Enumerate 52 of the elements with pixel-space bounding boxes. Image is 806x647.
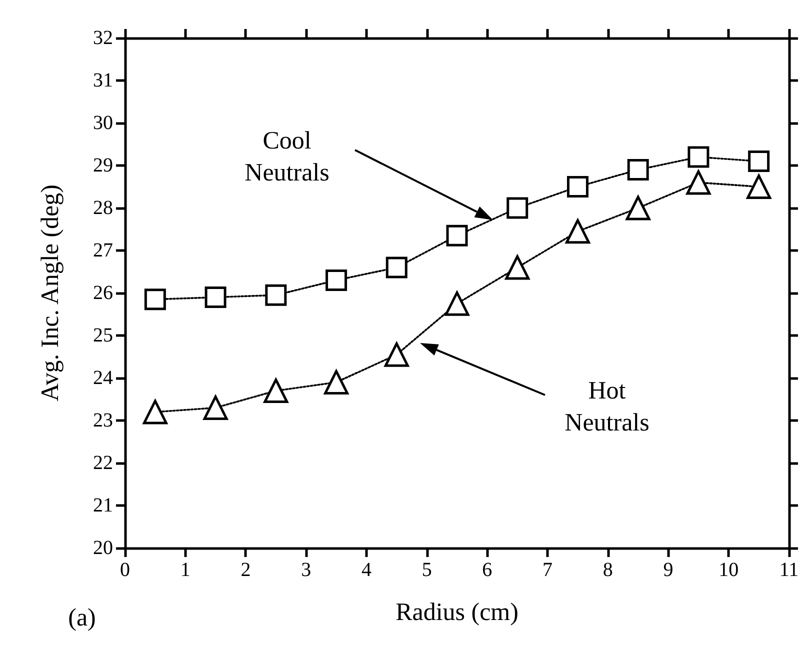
- point: [326, 270, 348, 291]
- x-tick-label: 7: [542, 559, 553, 581]
- point: [204, 286, 226, 308]
- y-tick-label: 25: [93, 324, 113, 346]
- point: [446, 224, 468, 246]
- x-tick-label: 2: [240, 559, 251, 581]
- point: [748, 150, 770, 172]
- y-tick-label: 20: [93, 537, 113, 559]
- point: [384, 342, 409, 367]
- point: [627, 159, 649, 180]
- x-tick-label: 1: [180, 559, 190, 581]
- point: [264, 378, 288, 403]
- point: [566, 176, 588, 198]
- y-tick-label: 28: [93, 197, 113, 219]
- y-tick-label: 30: [93, 112, 113, 134]
- y-tick-label: 31: [93, 70, 113, 92]
- x-tick-label: 3: [301, 559, 312, 581]
- annotation: Cool Neutrals: [244, 128, 330, 186]
- y-tick-label: 24: [93, 367, 113, 389]
- point: [142, 400, 168, 424]
- y-tick-label: 27: [93, 240, 113, 262]
- point: [686, 170, 711, 195]
- x-tick-label: 9: [663, 559, 674, 581]
- y-tick-label: 21: [93, 494, 113, 516]
- y-tick-label: 23: [93, 410, 113, 432]
- y-tick-label: 26: [93, 282, 113, 304]
- point: [746, 174, 772, 199]
- point: [324, 370, 349, 394]
- point: [203, 396, 228, 420]
- point: [144, 288, 166, 310]
- annotation: Hot Neutrals: [564, 378, 650, 436]
- point: [688, 146, 710, 168]
- y-tick-label: 32: [93, 27, 113, 49]
- y-tick-label: 22: [93, 452, 113, 474]
- y-tick-label: 29: [93, 154, 113, 176]
- x-tick-label: 10: [718, 559, 739, 581]
- x-tick-label: 4: [361, 559, 372, 581]
- point: [506, 197, 528, 219]
- x-tick-label: 0: [120, 559, 130, 581]
- x-tick-label: 11: [779, 559, 799, 581]
- point: [386, 256, 408, 278]
- y-axis-title: Avg. Inc. Angle (deg): [37, 184, 64, 402]
- point: [265, 284, 287, 306]
- text: (a): [68, 604, 96, 632]
- x-axis-title: Radius (cm): [396, 599, 518, 626]
- x-tick-label: 5: [422, 559, 432, 581]
- point: [505, 255, 530, 280]
- point: [444, 291, 470, 316]
- x-tick-label: 6: [482, 559, 492, 581]
- point: [626, 196, 650, 220]
- x-tick-label: 8: [602, 559, 613, 581]
- point: [565, 219, 590, 244]
